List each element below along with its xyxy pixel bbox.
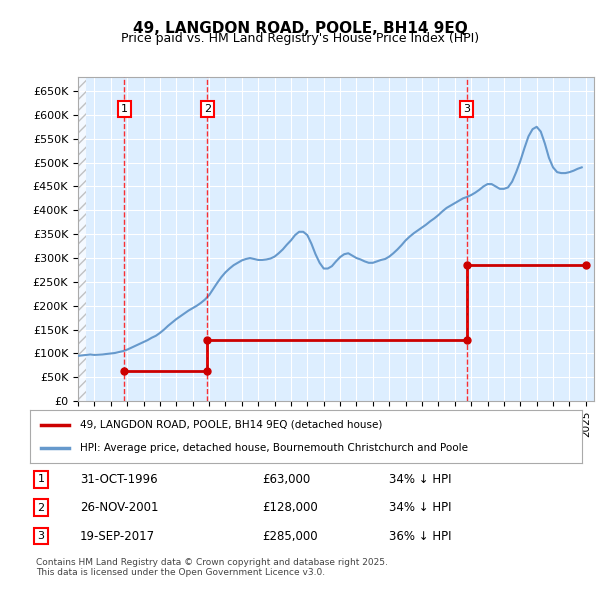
Text: Contains HM Land Registry data © Crown copyright and database right 2025.
This d: Contains HM Land Registry data © Crown c…: [36, 558, 388, 577]
Text: HPI: Average price, detached house, Bournemouth Christchurch and Poole: HPI: Average price, detached house, Bour…: [80, 443, 467, 453]
Text: 34% ↓ HPI: 34% ↓ HPI: [389, 501, 451, 514]
Text: £63,000: £63,000: [262, 473, 310, 486]
Text: 31-OCT-1996: 31-OCT-1996: [80, 473, 157, 486]
Text: Price paid vs. HM Land Registry's House Price Index (HPI): Price paid vs. HM Land Registry's House …: [121, 32, 479, 45]
Text: 34% ↓ HPI: 34% ↓ HPI: [389, 473, 451, 486]
Text: £285,000: £285,000: [262, 529, 317, 543]
Text: 3: 3: [463, 104, 470, 114]
Text: 1: 1: [38, 474, 44, 484]
Text: 19-SEP-2017: 19-SEP-2017: [80, 529, 155, 543]
Text: 49, LANGDON ROAD, POOLE, BH14 9EQ (detached house): 49, LANGDON ROAD, POOLE, BH14 9EQ (detac…: [80, 420, 382, 430]
Text: £128,000: £128,000: [262, 501, 317, 514]
Text: 49, LANGDON ROAD, POOLE, BH14 9EQ: 49, LANGDON ROAD, POOLE, BH14 9EQ: [133, 21, 467, 35]
Text: 1: 1: [121, 104, 128, 114]
Text: 36% ↓ HPI: 36% ↓ HPI: [389, 529, 451, 543]
Bar: [78, 77, 86, 401]
Text: 2: 2: [37, 503, 44, 513]
Text: 3: 3: [38, 531, 44, 541]
Text: 2: 2: [204, 104, 211, 114]
Text: 26-NOV-2001: 26-NOV-2001: [80, 501, 158, 514]
